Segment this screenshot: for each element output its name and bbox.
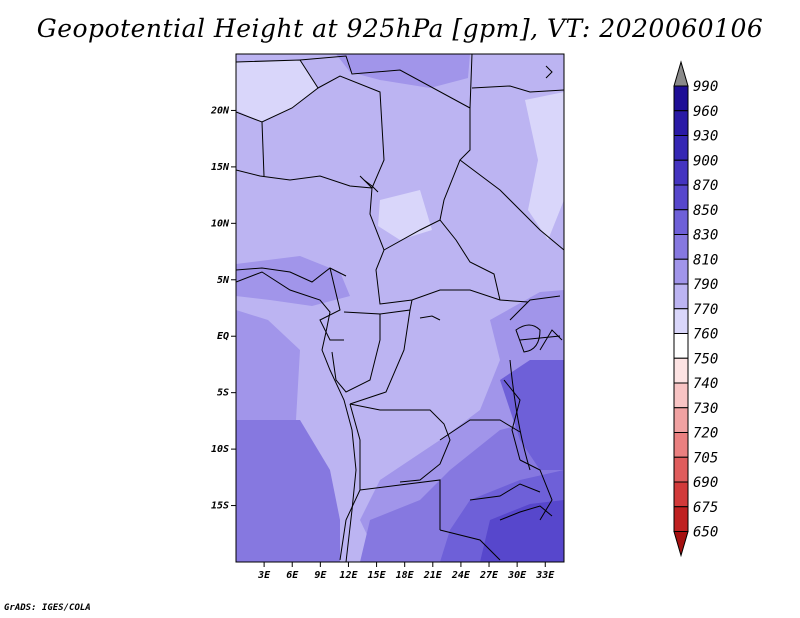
colorbar-label: 760 [693, 327, 718, 343]
country-borders [236, 54, 564, 561]
colorbar-label: 740 [693, 376, 718, 392]
colorbar-swatch [673, 357, 689, 384]
colorbar-label: 870 [693, 178, 718, 194]
colorbar-label: 960 [693, 104, 718, 120]
colorbar-label: 810 [693, 252, 718, 268]
colorbar-bottom-triangle [673, 531, 689, 558]
credit-label: GrADS: IGES/COLA [4, 603, 91, 613]
colorbar-swatch [673, 258, 689, 285]
lon-tick-label: 21E [423, 570, 443, 581]
colorbar-top-triangle [673, 60, 689, 87]
light-patch-northwest [236, 60, 318, 122]
darker-zone-lakes [500, 360, 564, 470]
colorbar-swatch [673, 283, 689, 310]
lon-tick-label: 6E [286, 570, 299, 581]
lat-tick-label: 10N [211, 218, 230, 229]
lon-tick-label: 3E [257, 570, 271, 581]
colorbar-label: 900 [693, 153, 718, 169]
colorbar-swatch [673, 407, 689, 433]
lon-tick-label: 9E [314, 570, 327, 581]
height-field [236, 54, 564, 562]
lon-tick-label: 12E [339, 570, 358, 581]
darker-zone-north [336, 54, 470, 88]
lat-tick-label: 10S [211, 444, 229, 455]
lon-tick-label: 33E [535, 570, 555, 581]
colorbar-swatch [673, 506, 689, 532]
darker-zone-southwest [236, 420, 340, 562]
map-title: Geopotential Height at 925hPa [gpm], VT:… [36, 14, 764, 43]
lat-tick-label: 20N [210, 105, 230, 116]
colorbar-swatch [673, 135, 689, 161]
colorbar-swatch [673, 432, 689, 458]
lon-tick-label: 24E [451, 570, 471, 581]
lat-tick-label: 15S [211, 501, 229, 512]
latitude-ticks: 20N 15N 10N 5N EQ 5S 10S 15S [210, 105, 236, 512]
colorbar-label: 750 [693, 351, 718, 367]
longitude-ticks: 3E 6E 9E 12E 15E 18E 21E 24E 27E 30E 33E [257, 562, 555, 581]
colorbar-swatch [673, 209, 689, 235]
lon-tick-label: 30E [507, 570, 527, 581]
colorbar-label: 770 [693, 302, 718, 318]
lon-tick-label: 18E [396, 570, 415, 581]
colorbar-label: 850 [693, 203, 718, 219]
colorbar-label: 690 [693, 475, 718, 491]
light-patch-northeast [525, 92, 564, 240]
colorbar-swatch [673, 85, 689, 112]
lat-tick-label: EQ [217, 331, 229, 342]
lat-tick-label: 5N [217, 275, 230, 286]
colorbar-label: 930 [693, 129, 718, 145]
plot-frame [235, 53, 565, 563]
colorbar-swatch [673, 382, 689, 409]
colorbar-swatch [673, 159, 689, 186]
colorbar-label: 830 [693, 228, 718, 244]
colorbar-label: 730 [693, 401, 718, 417]
coastlines-lakes [236, 65, 553, 562]
light-patch-central [378, 190, 432, 240]
lat-tick-label: 5S [217, 388, 229, 399]
colorbar-swatch [673, 234, 689, 260]
colorbar-swatch [673, 333, 689, 359]
colorbar-swatch [673, 110, 689, 136]
colorbar-label: 650 [693, 525, 718, 541]
colorbar: 990 960 930 900 870 850 830 810 790 770 760 750 740 7… [673, 60, 718, 558]
lon-tick-label: 27E [479, 570, 499, 581]
colorbar-label: 790 [693, 277, 718, 293]
colorbar-label: 720 [693, 426, 718, 442]
colorbar-label: 705 [693, 450, 718, 466]
colorbar-swatch [673, 456, 689, 483]
lon-tick-label: 15E [368, 570, 387, 581]
colorbar-swatch [673, 308, 689, 334]
colorbar-swatch [673, 481, 689, 508]
lat-tick-label: 15N [211, 162, 230, 173]
colorbar-swatch [673, 184, 689, 211]
colorbar-label: 990 [693, 79, 718, 95]
colorbar-label: 675 [693, 500, 718, 516]
